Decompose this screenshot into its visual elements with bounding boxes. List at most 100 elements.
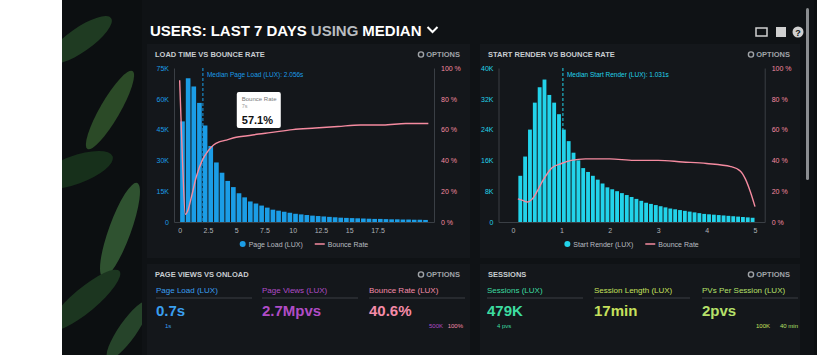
histogram-bar [649,204,653,222]
legend-swatch [564,241,570,247]
legend: Page Load (LUX) Bounce Rate [240,241,369,249]
monitor-icon[interactable] [756,28,767,36]
legend-item[interactable]: Page Load (LUX) [240,241,303,249]
histogram-bar [338,218,343,222]
x-axis-tick-label: 5 [235,227,239,234]
options-button[interactable]: OPTIONS [756,270,790,279]
chart-title: START RENDER VS BOUNCE RATE [488,50,615,59]
histogram-bar [712,215,716,222]
legend-label: Page Load (LUX) [249,241,303,249]
y-axis-tick-label: 75K [157,65,170,72]
gear-icon[interactable] [748,272,753,277]
histogram-bar [673,209,677,222]
legend: Start Render (LUX) Bounce Rate [564,241,699,249]
histogram-bar [350,218,355,222]
x-axis-tick-label: 0 [512,227,516,234]
histogram-bar [395,219,400,222]
histogram-bar [615,191,619,222]
dropdown-chevron[interactable] [428,27,438,32]
legend-label: Bounce Rate [658,241,699,248]
axis-note: 100K [756,323,770,329]
histogram-bar [605,187,609,222]
histogram-bar [572,153,576,222]
y2-axis-tick: 0 % [434,219,453,226]
histogram-bar [327,217,332,222]
gear-icon[interactable] [418,272,423,277]
histogram-bar [736,217,740,222]
histogram-bar [299,214,304,222]
axis-note: 4 pvs [497,323,511,329]
plant-leaves [62,8,144,355]
help-icon[interactable] [793,27,804,38]
options-button[interactable]: OPTIONS [756,50,790,59]
histogram-bar [367,219,372,222]
chart-icon[interactable] [776,27,786,37]
histogram-bar [538,87,542,222]
y2-axis-tick: 100 % [765,65,792,72]
y2-axis-tick: 60 % [765,126,788,133]
y-axis-line [499,69,500,223]
histogram-bar [186,78,191,222]
y-axis: 08K16K24K32K40K [481,65,499,226]
panel-title: PAGE VIEWS VS ONLOAD [155,270,249,279]
legend-item[interactable]: Start Render (LUX) [564,241,633,249]
legend-item[interactable]: Bounce Rate [645,241,699,248]
histogram-bar [361,219,366,222]
scrollbar[interactable] [806,8,809,180]
help-label[interactable]: ? [795,28,801,38]
histogram-bar [259,206,264,222]
histogram-bar [693,212,697,222]
x-axis-tick: 1 [560,222,564,234]
kpi-divider [487,298,583,299]
x-axis-tick-label: 1 [560,227,564,234]
x-axis-tick: 2 [608,222,612,234]
x-axis-tick-label: 15 [346,227,354,234]
x-axis-tick-label: 2.5 [204,227,214,234]
histogram-bar [523,157,527,222]
options-button[interactable]: OPTIONS [426,50,460,59]
legend-label: Start Render (LUX) [573,241,633,249]
gear-icon[interactable] [418,52,423,57]
x-axis: 012345 [499,222,765,234]
histogram-bar [372,219,377,222]
histogram-bar [528,130,532,222]
y-axis-tick-label: 40K [481,65,494,72]
histogram-bar [316,216,321,222]
y2-axis-tick: 80 % [765,96,788,103]
y-axis-tick-label: 45K [157,126,170,133]
options-button[interactable]: OPTIONS [426,270,460,279]
histogram-bar [191,86,196,222]
panel-title: SESSIONS [488,270,526,279]
y-axis-tick: 30K [157,157,174,164]
x-axis-tick: 17.5 [371,222,385,234]
histogram-bar [697,213,701,222]
y2-axis-tick-label: 60 % [441,126,457,133]
histogram-bar [567,141,571,222]
histogram-bar [355,218,360,222]
histogram-bar [208,146,213,222]
histogram-bar [265,208,270,222]
kpi-label: Sessions (LUX) [487,286,543,295]
x-axis-line [499,222,765,223]
histogram-bar [203,125,208,222]
histogram-bar [248,201,253,222]
histogram-bar [384,219,389,222]
legend-item[interactable]: Bounce Rate [315,241,369,248]
y2-axis-tick: 100 % [434,65,461,72]
bounce-rate-line [180,80,429,214]
histogram-bar [214,162,219,222]
histogram-bar [288,213,293,222]
y-axis-tick: 75K [157,65,174,72]
y2-axis: 0 %20 %40 %60 %80 %100 % [765,65,792,226]
kpi-value: 2.7Mpvs [262,302,321,319]
y2-axis-tick-label: 40 % [441,157,457,164]
y2-axis-tick-label: 80 % [441,96,457,103]
histogram-bar [601,184,605,223]
leaf [62,8,118,71]
histogram-bar [659,206,663,222]
gear-icon[interactable] [748,52,753,57]
x-axis-tick: 10 [289,222,297,234]
histogram-bar [586,172,590,222]
histogram-bar [731,216,735,222]
histogram-bar [644,203,648,222]
